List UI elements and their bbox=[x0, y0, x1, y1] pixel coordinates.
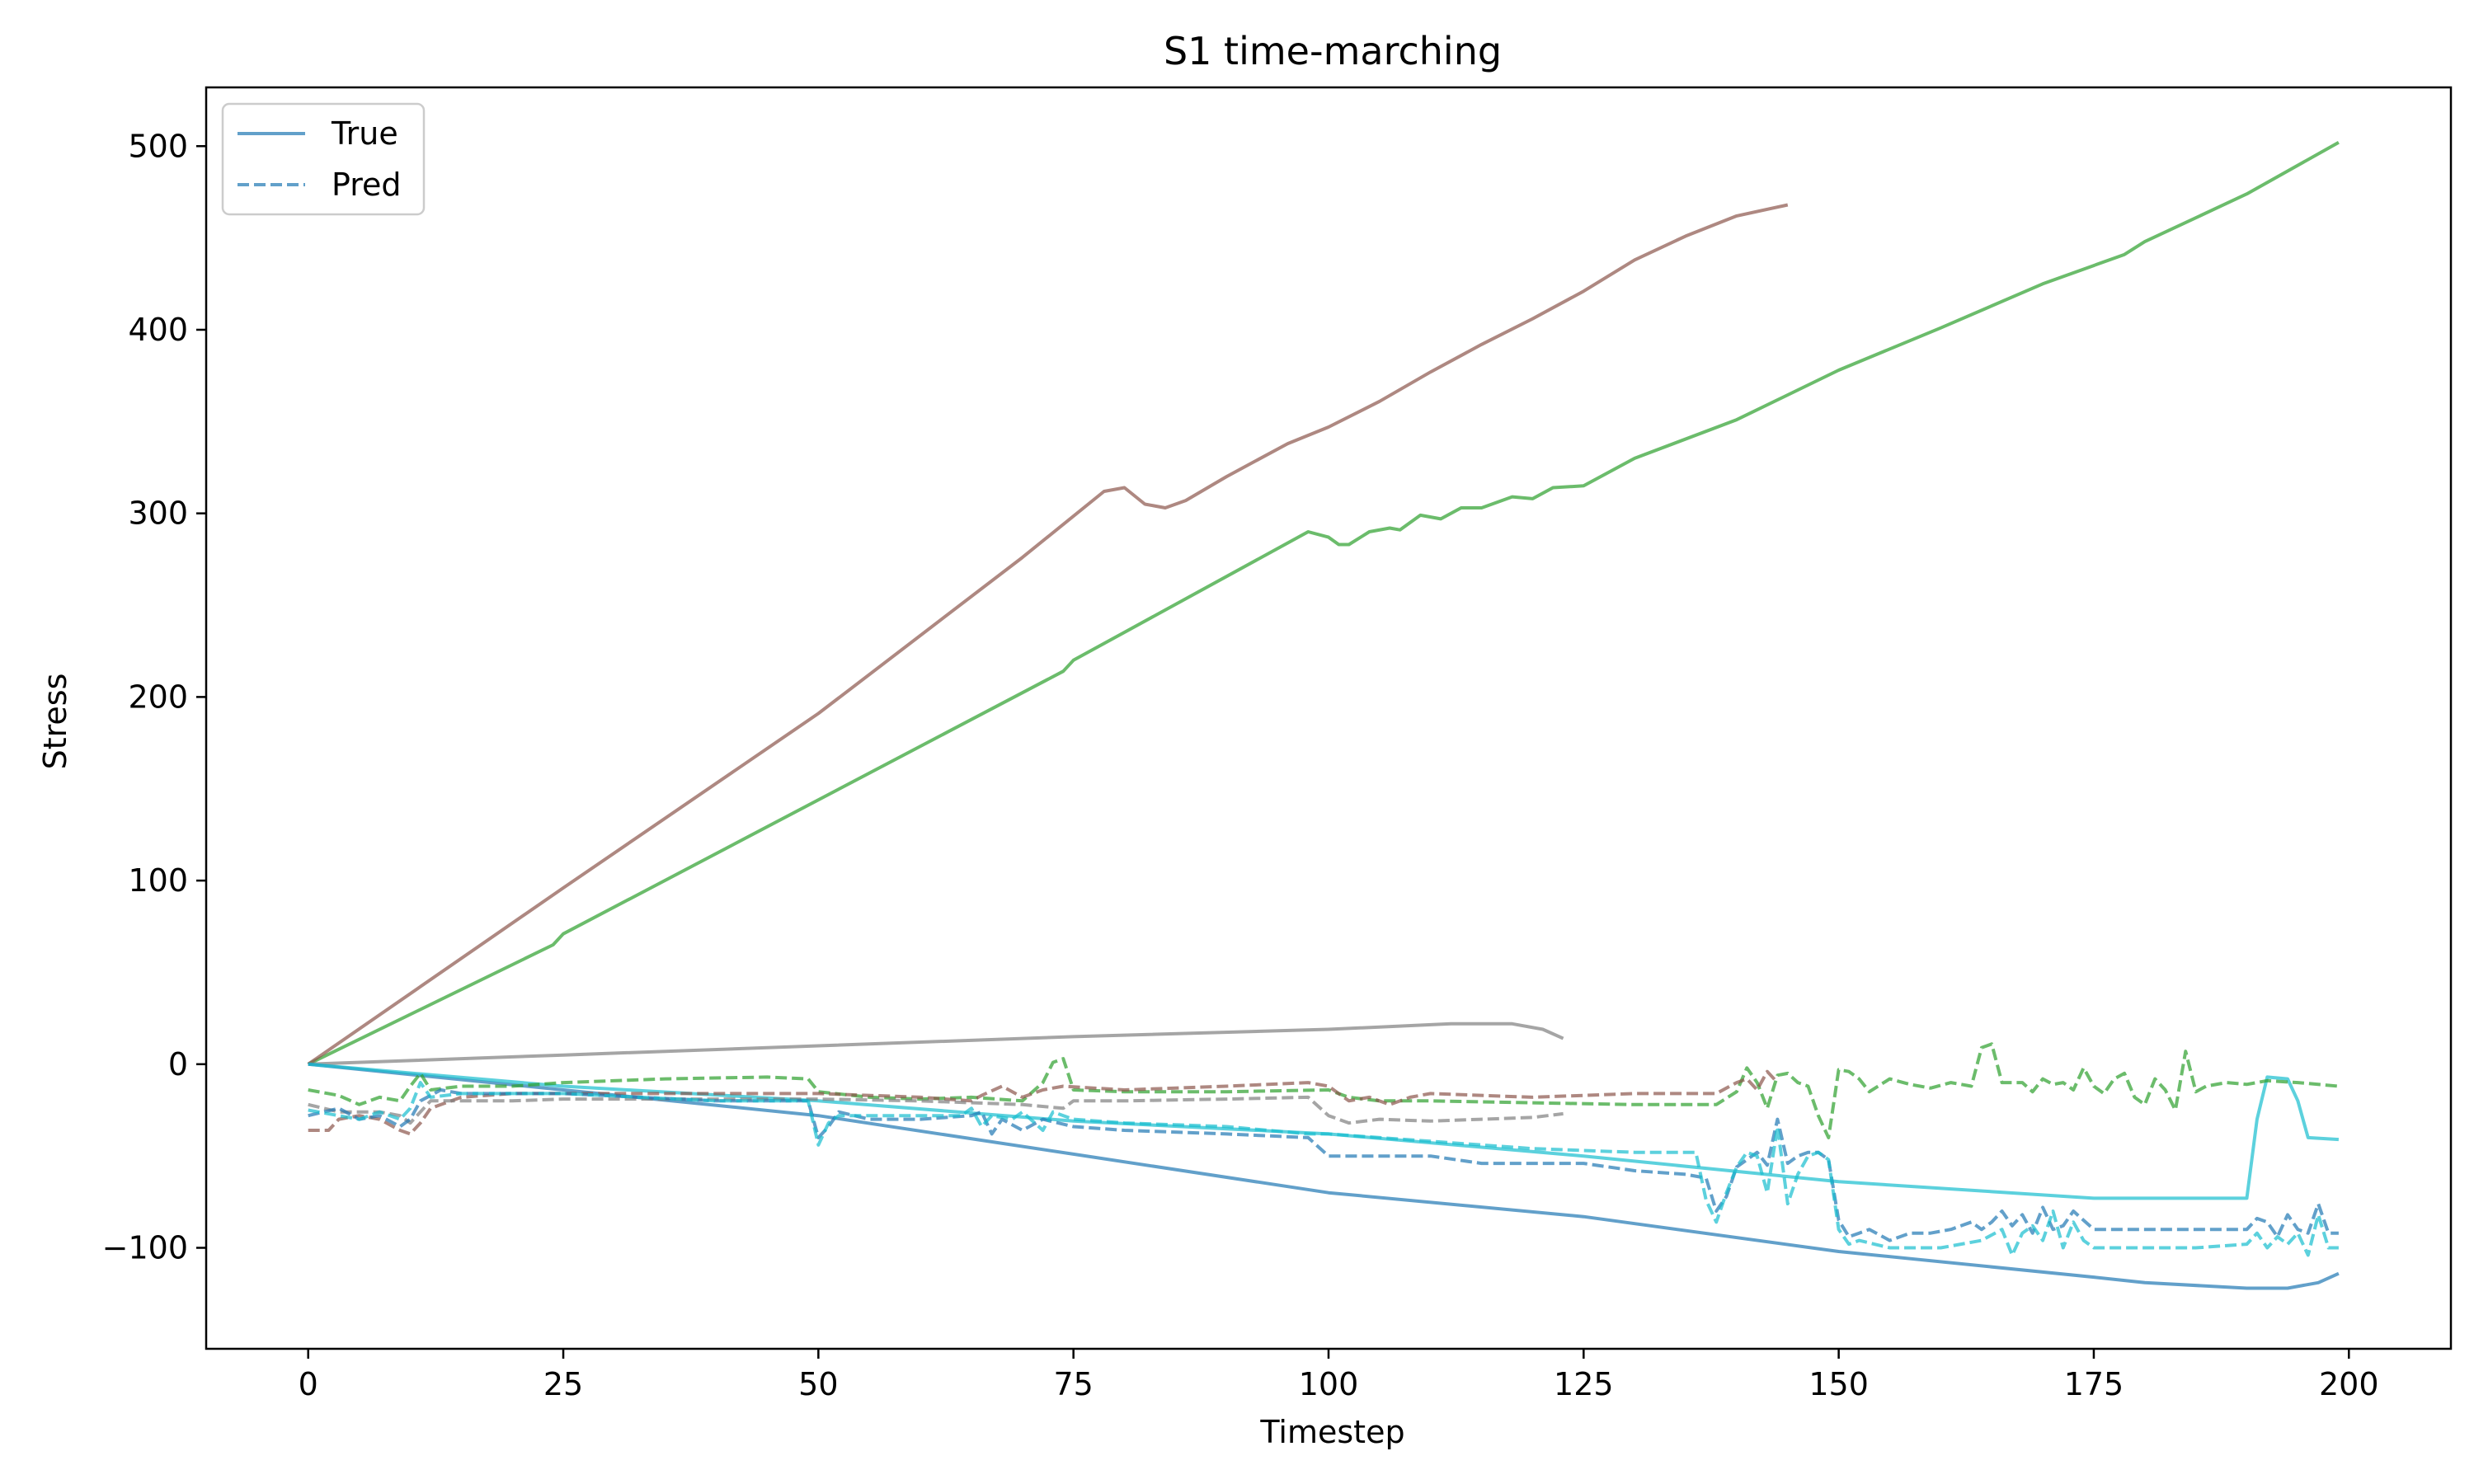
pred-series-line-7 bbox=[308, 1095, 1564, 1125]
true-series-line-2 bbox=[308, 1021, 1564, 1066]
true-series-line-3 bbox=[308, 1062, 2340, 1290]
y-tick-label: 100 bbox=[128, 862, 188, 899]
legend-label-pred: Pred bbox=[332, 167, 402, 203]
x-tick-label: 175 bbox=[2064, 1366, 2124, 1402]
x-tick-label: 200 bbox=[2319, 1366, 2379, 1402]
legend: True Pred bbox=[221, 102, 426, 216]
x-tick-label: 0 bbox=[299, 1366, 318, 1402]
pred-series-line-5 bbox=[308, 1042, 2340, 1139]
x-tick-label: 50 bbox=[798, 1366, 838, 1402]
x-axis: 0 25 50 75 100 125 150 175 200 bbox=[299, 1349, 2379, 1402]
y-tick-label: 400 bbox=[128, 312, 188, 348]
x-tick-label: 100 bbox=[1299, 1366, 1359, 1402]
true-series-line-1 bbox=[307, 203, 1789, 1066]
legend-box bbox=[221, 102, 426, 216]
x-tick-label: 75 bbox=[1054, 1366, 1094, 1402]
chart-title: S1 time-marching bbox=[1164, 29, 1502, 73]
true-series-line-4 bbox=[308, 1062, 2340, 1200]
series-layer bbox=[307, 141, 2340, 1290]
y-tick-label: 500 bbox=[128, 128, 188, 164]
x-tick-label: 150 bbox=[1808, 1366, 1869, 1402]
y-tick-label: 200 bbox=[128, 679, 188, 715]
y-axis: −100 0 100 200 300 400 500 bbox=[102, 128, 206, 1266]
pred-series-line-9 bbox=[308, 1081, 2339, 1257]
y-tick-label: −100 bbox=[102, 1230, 188, 1266]
pred-series-line-8 bbox=[308, 1088, 2339, 1242]
true-series-line-0 bbox=[307, 141, 2340, 1066]
legend-label-true: True bbox=[331, 115, 398, 152]
x-tick-label: 125 bbox=[1554, 1366, 1614, 1402]
x-axis-label: Timestep bbox=[1259, 1414, 1404, 1450]
x-tick-label: 25 bbox=[543, 1366, 583, 1402]
y-axis-label: Stress bbox=[37, 674, 73, 770]
y-tick-label: 0 bbox=[168, 1046, 188, 1082]
y-tick-label: 300 bbox=[128, 495, 188, 532]
